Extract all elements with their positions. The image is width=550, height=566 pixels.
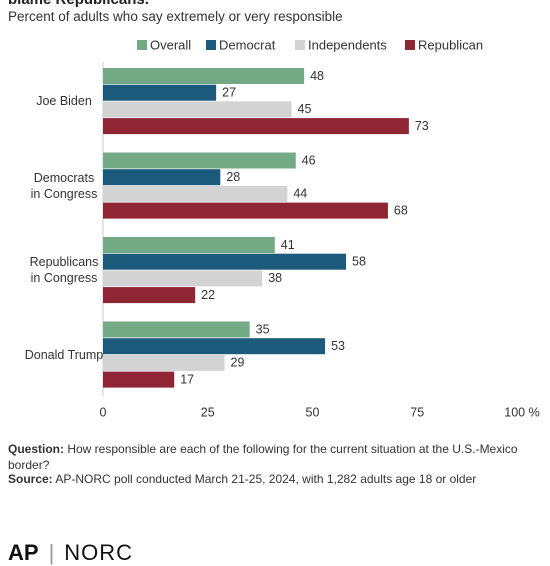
y-tick-label: Joe Biden (36, 94, 92, 108)
value-label: 17 (180, 372, 194, 386)
note-question: Question: How responsible are each of th… (8, 441, 538, 473)
value-label: 22 (201, 288, 215, 302)
bar (103, 185, 288, 202)
bar (103, 270, 263, 287)
bar (103, 253, 347, 270)
value-label: 29 (231, 356, 245, 370)
note-label: Source: (8, 472, 53, 486)
note-source: Source: AP-NORC poll conducted March 21-… (8, 471, 538, 487)
chart: Overall Democrat Independents Republican 0 25… (100, 37, 540, 419)
y-tick-label: Donald Trump (24, 347, 104, 362)
bar (103, 202, 388, 219)
bar (103, 338, 326, 355)
legend-label: Overall (150, 37, 191, 52)
bar (103, 371, 175, 388)
bar (103, 169, 221, 186)
value-label: 41 (281, 238, 295, 252)
value-label: 58 (352, 254, 366, 268)
note-label: Question: (8, 442, 64, 456)
value-label: 45 (298, 102, 312, 116)
value-label: 46 (302, 153, 316, 167)
legend-swatch (206, 40, 216, 50)
bar (103, 287, 196, 304)
logo-divider: | (48, 540, 55, 565)
value-label: 38 (268, 271, 282, 285)
bar (103, 321, 250, 338)
legend-swatch (295, 40, 305, 50)
y-tick-label: Republicans in Congress (29, 255, 99, 285)
value-label: 53 (331, 339, 345, 353)
value-label: 44 (293, 187, 307, 201)
x-tick-label: 75 (410, 405, 424, 419)
value-label: 68 (394, 203, 408, 217)
chart-title: blame Republicans. (8, 0, 149, 8)
page: blame Republicans. Percent of adults who… (8, 0, 540, 565)
bar (103, 118, 409, 135)
bar (103, 152, 296, 169)
x-tick-label: 50 (306, 405, 320, 419)
legend-label: Republican (418, 37, 483, 52)
legend-label: Independents (308, 37, 387, 52)
x-tick-label: 100 % (504, 405, 539, 419)
bar (103, 237, 275, 253)
x-tick-label: 25 (201, 405, 215, 419)
bar (103, 84, 217, 101)
note-text: AP-NORC poll conducted March 21-25, 2024… (55, 472, 477, 486)
value-label: 48 (310, 69, 324, 83)
y-tick-label: Democrats in Congress (30, 170, 98, 201)
bar (103, 101, 292, 118)
x-tick-label: 0 (100, 405, 107, 419)
value-label: 35 (256, 322, 270, 336)
chart-subtitle: Percent of adults who say extremely or v… (8, 9, 343, 24)
bar (103, 68, 305, 84)
value-label: 28 (226, 170, 240, 184)
logo: AP | NORC (8, 540, 133, 566)
value-label: 73 (415, 119, 429, 133)
logo-norc: NORC (64, 540, 134, 565)
legend-swatch (405, 40, 415, 50)
bar (103, 354, 225, 371)
note-text: How responsible are each of the followin… (8, 442, 518, 472)
value-label: 27 (222, 85, 236, 99)
legend-swatch (137, 40, 147, 50)
logo-ap: AP (8, 540, 39, 565)
legend-label: Democrat (219, 37, 276, 52)
